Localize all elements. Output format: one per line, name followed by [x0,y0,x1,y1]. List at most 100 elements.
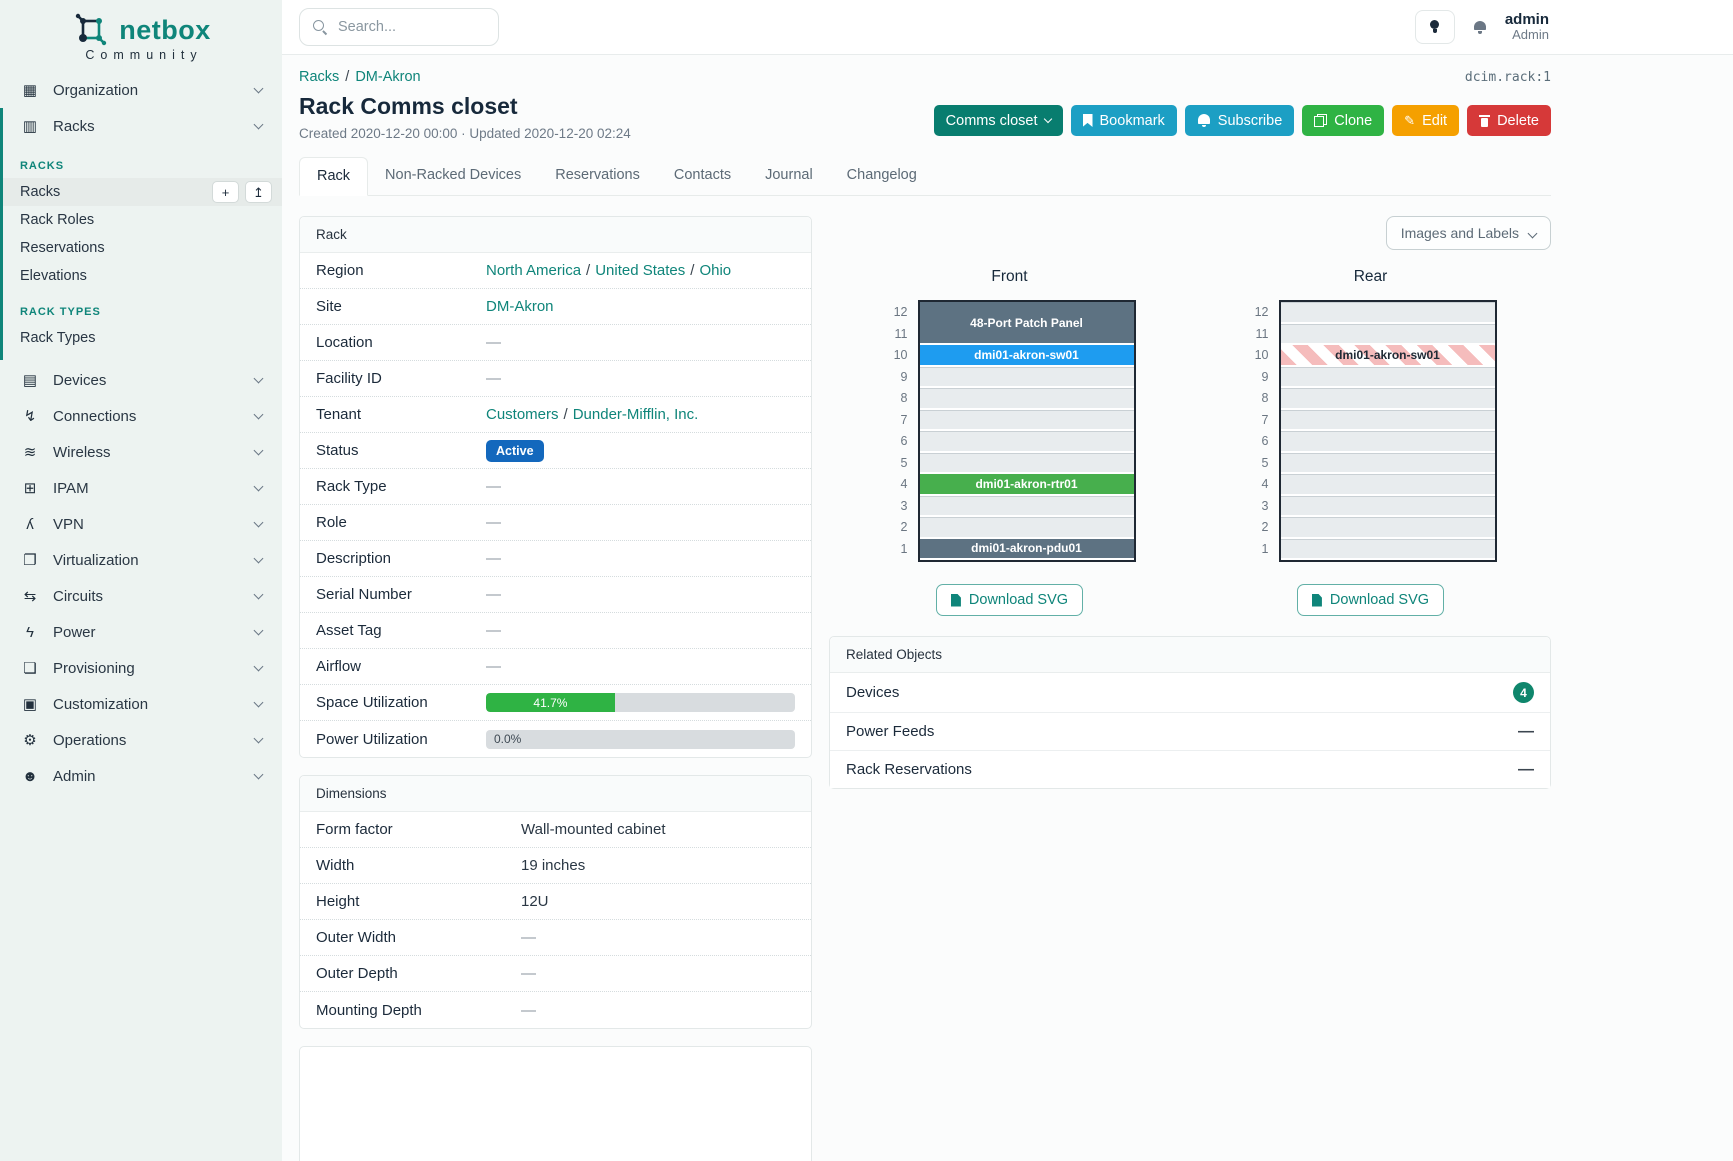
breadcrumb-link-racks[interactable]: Racks [299,69,340,85]
sidebar-item-vpn[interactable]: ʎ VPN [0,506,282,542]
value-link-united-states[interactable]: United States [595,262,686,279]
sidebar-item-power[interactable]: ϟ Power [0,614,282,650]
field-label: Power Utilization [316,730,428,748]
brand-subtitle: Community [85,48,203,62]
racks-import-button[interactable]: ↥ [245,181,272,203]
field-label: Airflow [316,658,362,675]
sidebar-item-virtualization[interactable]: ❐ Virtualization [0,542,282,578]
sidebar-bottom-group: ▤ Devices ↯ Connections ≋ Wireless ⊞ IPAM ʎ VPN ❐ V… [0,362,282,794]
chevron-down-icon [253,373,264,384]
tab-contacts[interactable]: Contacts [673,167,732,183]
download-svg-rear-button[interactable]: Download SVG [1296,584,1445,616]
sidebar-item-operations[interactable]: ⚙ Operations [0,722,282,758]
value-link-customers[interactable]: Customers [486,406,559,423]
sidebar-item-circuits[interactable]: ⇆ Circuits [0,578,282,614]
sidebar-item-reservations[interactable]: Reservations [0,234,282,262]
info-row-region: Region North America / United States / Ohio [300,253,811,289]
elevation-view-toggle[interactable]: Images and Labels [1385,216,1551,250]
search-input[interactable] [299,8,499,46]
sidebar-item-organization[interactable]: ▦ Organization [0,72,282,108]
sidebar-item-wireless[interactable]: ≋ Wireless [0,434,282,470]
chevron-down-icon [253,589,264,600]
value-link-north-america[interactable]: North America [486,262,582,279]
front-unit-numbers: 12 11 10 9 8 7 6 5 4 3 2 1 [884,300,910,562]
link-separator: / [563,406,568,423]
next-panel-partial [299,1046,812,1161]
unit-number: 9 [900,369,908,384]
empty-value: — [486,478,501,495]
delete-button[interactable]: Delete [1467,105,1551,136]
tab-rack[interactable]: Rack [299,157,369,196]
unit-number: 8 [900,391,908,405]
value-link-dunder-mifflin-inc[interactable]: Dunder-Mifflin, Inc. [572,406,699,423]
related-row-devices[interactable]: Devices 4 [830,673,1550,712]
tab-non-racked-devices[interactable]: Non-Racked Devices [385,167,522,183]
circuits-icon: ⇆ [23,588,37,605]
download-svg-front-button[interactable]: Download SVG [935,584,1084,616]
unit-number: 10 [1254,348,1269,362]
tab-journal[interactable]: Journal [765,167,813,183]
info-row-description: Description — [300,541,811,577]
brand[interactable]: netbox Community [0,0,282,72]
file-download-icon [950,593,961,607]
sidebar-item-racks[interactable]: ▥ Racks [0,108,282,144]
rack-unit-dmi01-akron-sw01[interactable]: dmi01-akron-sw01 [1280,345,1495,367]
sidebar-item-label: Power [53,623,96,641]
empty-value: — [521,1001,536,1019]
field-label: Width [316,857,355,874]
field-value: — [521,929,795,946]
rear-unit-numbers: 12 11 10 9 8 7 6 5 4 3 2 1 [1245,300,1271,562]
field-value: — [521,1002,795,1019]
value-link-ohio[interactable]: Ohio [699,262,732,279]
tab-changelog[interactable]: Changelog [846,167,917,183]
search-field[interactable] [338,19,486,35]
content: Racks / DM-Akron dcim.rack:1 Rack Comms cl… [282,55,1733,1161]
sidebar-item-provisioning[interactable]: ❏ Provisioning [0,650,282,686]
sidebar-item-customization[interactable]: ▣ Customization [0,686,282,722]
bookmark-button[interactable]: Bookmark [1070,105,1177,136]
unit-number: 4 [1261,477,1269,491]
sidebar-item-elevations[interactable]: Elevations [0,262,282,290]
sidebar-item-label: Reservations [20,240,105,256]
field-label: Height [316,893,360,910]
theme-toggle-button[interactable] [1414,10,1455,44]
rack-unit-dmi01-akron-rtr01[interactable]: dmi01-akron-rtr01 [919,474,1134,496]
edit-button[interactable]: ✎ Edit [1392,105,1460,136]
sidebar-item-ipam[interactable]: ⊞ IPAM [0,470,282,506]
rack-group-dropdown[interactable]: Comms closet [933,105,1063,136]
unit-number: 2 [1261,520,1269,534]
operations-icon: ⚙ [23,732,37,749]
rack-unit-dmi01-akron-pdu01[interactable]: dmi01-akron-pdu01 [919,538,1134,560]
lightbulb-icon [1429,19,1441,35]
rack-unit-empty [919,452,1134,474]
username: admin [1504,10,1549,28]
subscribe-button[interactable]: Subscribe [1184,105,1295,136]
rack-unit-48-port-patch-panel[interactable]: 48-Port Patch Panel [919,302,1134,345]
progress-label: 0.0% [494,732,522,746]
sidebar-item-connections[interactable]: ↯ Connections [0,398,282,434]
sidebar-item-devices[interactable]: ▤ Devices [0,362,282,398]
field-label: Outer Depth [316,965,398,982]
breadcrumb-link-dm-akron[interactable]: DM-Akron [355,69,421,85]
field-value: 41.7% [486,693,795,712]
user-menu[interactable]: admin Admin [1505,11,1549,43]
notifications-bell-icon[interactable] [1473,20,1487,35]
field-label: Status [316,442,359,459]
clone-button[interactable]: Clone [1302,105,1385,136]
tab-reservations[interactable]: Reservations [555,167,640,183]
field-value: — [486,478,795,495]
sidebar-item-racks[interactable]: Racks + ↥ [0,178,282,206]
sidebar-item-admin[interactable]: ☻ Admin [0,758,282,794]
empty-value: — [486,586,501,603]
racks-add-button[interactable]: + [212,181,239,203]
sidebar-item-rack-types[interactable]: Rack Types [0,324,282,352]
bookmark-icon [1082,114,1093,127]
status-badge: Active [486,439,544,462]
value-link-dm-akron[interactable]: DM-Akron [486,298,554,315]
chevron-down-icon [253,733,264,744]
front-elevation-title: Front [991,268,1028,285]
unit-number: 7 [900,412,908,427]
rack-unit-dmi01-akron-sw01[interactable]: dmi01-akron-sw01 [919,345,1134,367]
empty-value: — [521,965,536,982]
sidebar-item-rack-roles[interactable]: Rack Roles [0,206,282,234]
